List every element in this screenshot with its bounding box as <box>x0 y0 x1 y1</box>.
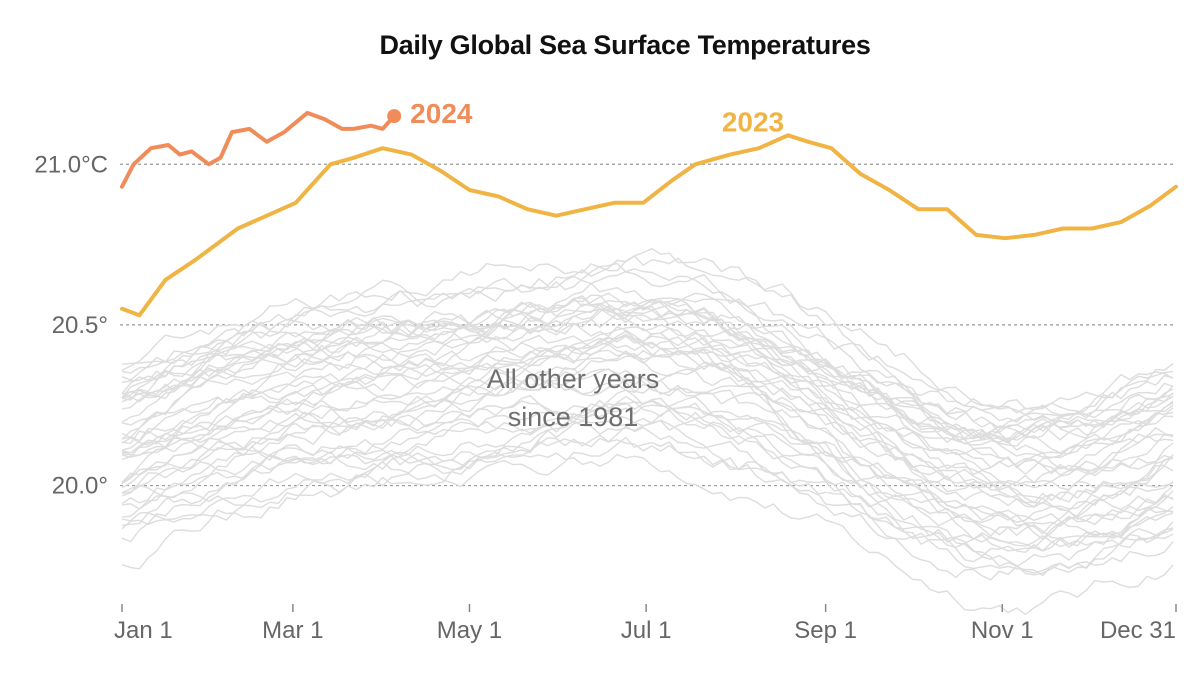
y-tick-label: 20.0° <box>52 473 108 500</box>
gridlines <box>120 163 1176 487</box>
background-years-annotation: All other years since 1981 <box>487 364 660 432</box>
background-year-line <box>121 297 1174 444</box>
background-year-line <box>121 417 1174 576</box>
series-line-2024 <box>120 110 397 189</box>
x-tick-label: Jul 1 <box>621 617 672 644</box>
background-year-line <box>121 436 1174 577</box>
background-year-line <box>121 326 1174 476</box>
background-year-line <box>121 307 1174 459</box>
background-year-line <box>121 262 1174 423</box>
chart-title: Daily Global Sea Surface Temperatures <box>379 30 871 60</box>
x-tick-label: Nov 1 <box>971 617 1034 644</box>
x-tick-label: Mar 1 <box>262 617 323 644</box>
y-tick-label: 21.0°C <box>34 151 108 178</box>
y-axis-ticks: 21.0°C 20.5° 20.0° <box>34 151 108 499</box>
y-tick-label: 20.5° <box>52 312 108 339</box>
x-tick-label: Dec 31 <box>1100 617 1176 644</box>
background-year-line <box>121 334 1174 491</box>
background-year-line <box>121 394 1174 536</box>
annotation-line: since 1981 <box>508 402 639 432</box>
background-year-line <box>121 294 1174 444</box>
background-year-line <box>121 255 1174 421</box>
background-year-line <box>121 312 1174 475</box>
background-year-line <box>121 292 1174 439</box>
series-end-marker-2024 <box>387 109 402 124</box>
highlighted-series: 2023 2024 <box>120 98 1178 318</box>
background-year-line <box>121 389 1174 548</box>
x-axis-ticks: Jan 1 Mar 1 May 1 Jul 1 Sep 1 Nov 1 Dec 31 <box>114 604 1177 644</box>
background-year-line <box>121 292 1174 441</box>
background-years-lines <box>121 247 1174 616</box>
background-year-line <box>121 401 1174 540</box>
annotation-line: All other years <box>487 364 660 394</box>
x-tick-label: Jan 1 <box>114 617 173 644</box>
x-tick-label: Sep 1 <box>794 617 857 644</box>
series-line-2023 <box>120 133 1178 318</box>
series-label-2023: 2023 <box>722 106 784 137</box>
background-year-line <box>121 434 1174 574</box>
background-year-line <box>121 268 1174 414</box>
background-year-line <box>121 380 1174 537</box>
background-year-line <box>121 335 1174 489</box>
series-label-2024: 2024 <box>410 98 473 129</box>
background-year-line <box>121 350 1174 476</box>
background-year-line <box>121 298 1174 440</box>
x-tick-label: May 1 <box>437 617 502 644</box>
background-year-line <box>121 362 1174 510</box>
background-year-line <box>121 452 1174 616</box>
background-year-line <box>121 348 1174 504</box>
